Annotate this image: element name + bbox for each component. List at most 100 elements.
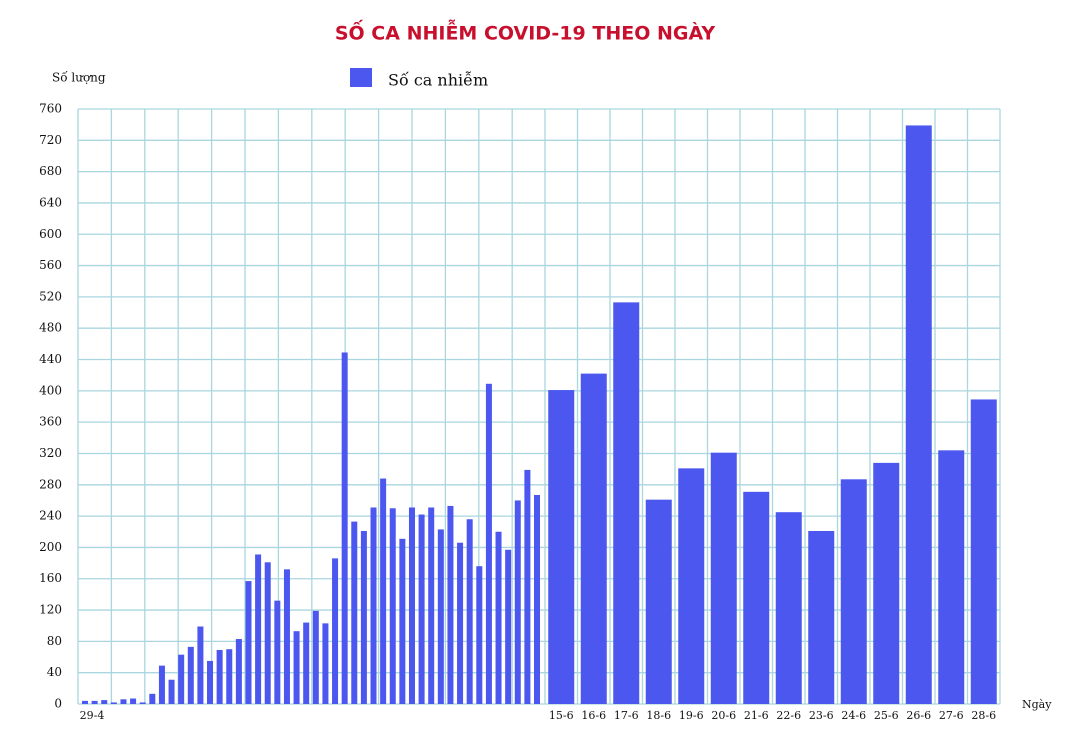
bar bbox=[678, 468, 705, 704]
bar bbox=[873, 462, 900, 704]
bar bbox=[389, 508, 396, 704]
bar bbox=[370, 507, 377, 704]
x-tick-label: 20-6 bbox=[711, 709, 736, 722]
bar bbox=[245, 581, 252, 704]
bar bbox=[82, 700, 88, 704]
bar bbox=[341, 352, 348, 704]
bar bbox=[235, 639, 242, 704]
bar bbox=[524, 469, 531, 704]
x-tick-label: 21-6 bbox=[744, 709, 769, 722]
y-tick-label: 80 bbox=[47, 634, 62, 648]
bar bbox=[905, 125, 932, 704]
y-tick-label: 360 bbox=[39, 415, 62, 429]
bar bbox=[216, 649, 223, 704]
bar bbox=[938, 450, 965, 704]
y-tick-label: 560 bbox=[39, 258, 62, 272]
bar bbox=[514, 500, 521, 704]
bar bbox=[447, 505, 454, 704]
bar bbox=[91, 700, 98, 704]
bar bbox=[775, 512, 802, 704]
x-tick-label: 24-6 bbox=[841, 709, 866, 722]
x-tick-label: 23-6 bbox=[809, 709, 834, 722]
bar bbox=[332, 558, 339, 704]
bar bbox=[312, 610, 319, 704]
bar bbox=[130, 698, 137, 704]
y-tick-label: 640 bbox=[39, 195, 62, 209]
y-tick-label: 400 bbox=[39, 383, 62, 397]
bar bbox=[322, 623, 329, 704]
bar bbox=[580, 373, 607, 704]
bar bbox=[149, 693, 156, 704]
y-axis-label: Số lượng bbox=[52, 70, 106, 85]
bar bbox=[645, 499, 672, 704]
y-tick-label: 520 bbox=[39, 289, 62, 303]
x-tick-label: 17-6 bbox=[614, 709, 639, 722]
bar bbox=[840, 479, 867, 704]
y-tick-label: 320 bbox=[39, 446, 62, 460]
y-tick-label: 240 bbox=[39, 509, 62, 523]
bar bbox=[303, 622, 310, 704]
x-tick-label: 28-6 bbox=[971, 709, 996, 722]
y-tick-label: 680 bbox=[39, 164, 62, 178]
bar bbox=[380, 478, 387, 704]
x-tick-label: 26-6 bbox=[906, 709, 931, 722]
bar bbox=[437, 529, 444, 704]
bar bbox=[710, 452, 737, 704]
y-tick-label: 200 bbox=[39, 540, 62, 554]
bar bbox=[457, 542, 464, 704]
chart-title: SỐ CA NHIỄM COVID-19 THEO NGÀY bbox=[335, 18, 716, 45]
bar bbox=[495, 531, 502, 704]
x-tick-label: 29-4 bbox=[80, 709, 105, 722]
bar bbox=[408, 507, 415, 704]
bar bbox=[466, 519, 473, 704]
y-tick-label: 40 bbox=[47, 665, 62, 679]
bar bbox=[476, 566, 483, 704]
bar bbox=[970, 399, 997, 704]
bar bbox=[428, 507, 435, 704]
x-tick-label: 19-6 bbox=[679, 709, 704, 722]
y-tick-label: 0 bbox=[54, 697, 62, 711]
bar bbox=[613, 302, 640, 704]
y-tick-label: 480 bbox=[39, 321, 62, 335]
bar bbox=[505, 549, 512, 704]
legend-label: Số ca nhiễm bbox=[388, 71, 488, 90]
bar bbox=[293, 631, 300, 704]
bar bbox=[255, 554, 262, 704]
bar bbox=[139, 702, 146, 704]
y-tick-label: 440 bbox=[39, 352, 62, 366]
x-tick-label: 16-6 bbox=[581, 709, 606, 722]
x-tick-label: 27-6 bbox=[939, 709, 964, 722]
bar bbox=[110, 702, 117, 704]
bar bbox=[158, 665, 165, 704]
x-tick-label: 15-6 bbox=[549, 709, 574, 722]
legend-swatch bbox=[350, 68, 372, 87]
x-tick-label: 25-6 bbox=[874, 709, 899, 722]
bar bbox=[207, 660, 214, 704]
bar bbox=[274, 600, 281, 704]
bar bbox=[534, 494, 540, 704]
y-tick-label: 720 bbox=[39, 133, 62, 147]
bar bbox=[399, 538, 406, 704]
bar bbox=[418, 514, 425, 704]
bar bbox=[187, 646, 194, 704]
y-tick-label: 600 bbox=[39, 227, 62, 241]
y-tick-label: 120 bbox=[39, 603, 62, 617]
bar bbox=[178, 654, 185, 704]
x-tick-label: 18-6 bbox=[646, 709, 671, 722]
bar bbox=[351, 521, 358, 704]
bar bbox=[168, 679, 175, 704]
x-tick-label: 22-6 bbox=[776, 709, 801, 722]
bar bbox=[120, 699, 127, 704]
bar bbox=[548, 390, 575, 704]
bar bbox=[101, 700, 108, 704]
x-axis-label: Ngày bbox=[1022, 698, 1052, 711]
bar bbox=[264, 562, 271, 704]
bar bbox=[283, 569, 290, 704]
bar bbox=[485, 383, 492, 704]
y-tick-label: 760 bbox=[39, 102, 62, 116]
bar bbox=[197, 626, 204, 704]
bar bbox=[808, 530, 835, 704]
bar bbox=[226, 649, 233, 704]
y-tick-label: 160 bbox=[39, 571, 62, 585]
